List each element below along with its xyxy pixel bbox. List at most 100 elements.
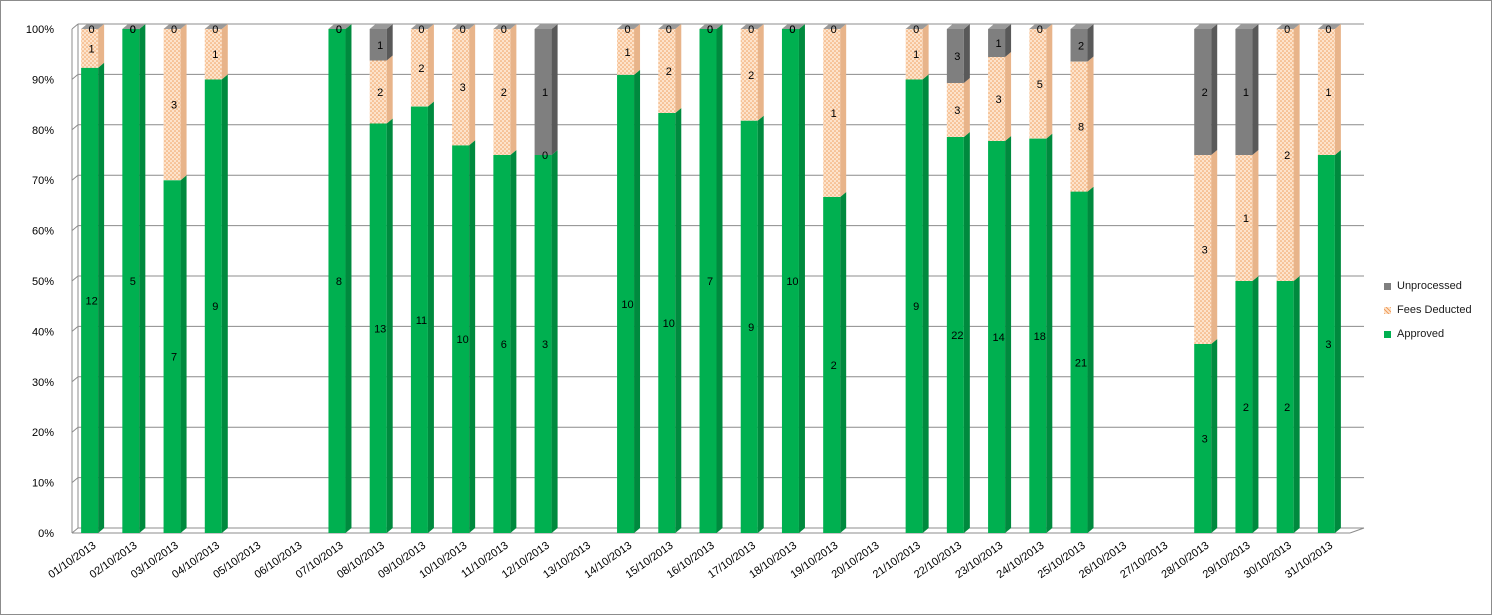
bar-side-fees-deducted <box>1005 52 1012 141</box>
bar-top <box>617 24 641 29</box>
bar-approved <box>988 141 1006 533</box>
gridline-side <box>71 124 79 131</box>
bar-fees-deducted <box>905 29 923 80</box>
bar-side-approved <box>634 69 641 534</box>
bar-side-fees-deducted <box>634 24 641 75</box>
bar-top <box>534 24 558 29</box>
bar-top <box>452 24 476 29</box>
bar-top <box>81 24 105 29</box>
bar-fees-deducted <box>1235 155 1253 281</box>
data-label: 1 <box>377 40 383 52</box>
data-label: 1 <box>1243 87 1249 99</box>
bar-top <box>1194 24 1218 29</box>
bar-side-unprocessed <box>1211 24 1218 155</box>
data-label: 2 <box>1078 40 1084 52</box>
floor-edge <box>1349 527 1365 534</box>
y-tick-label: 70% <box>32 175 54 187</box>
data-label: 5 <box>1037 79 1043 91</box>
bar-side-fees-deducted <box>963 78 970 137</box>
bar-top <box>1235 24 1259 29</box>
legend-swatch <box>1384 306 1391 314</box>
data-label: 9 <box>913 301 919 313</box>
data-label: 3 <box>954 105 960 117</box>
data-label: 1 <box>212 49 218 61</box>
bar-side-approved <box>98 62 105 534</box>
data-label: 1 <box>831 108 837 120</box>
data-label: 11 <box>416 315 427 327</box>
gridline-side <box>71 275 79 282</box>
gridline-side <box>71 477 79 483</box>
legend-item: Unprocessed <box>1384 274 1490 298</box>
data-label: 1 <box>542 87 548 99</box>
bar-fees-deducted <box>452 29 470 146</box>
legend: Unprocessed Fees Deducted Approved <box>1384 274 1490 346</box>
legend-item: Approved <box>1384 322 1490 346</box>
bar-top <box>328 24 352 29</box>
bar-unprocessed <box>988 29 1006 57</box>
data-label: 3 <box>542 339 548 351</box>
bar-side-approved <box>551 150 558 533</box>
data-label: 9 <box>748 322 754 334</box>
data-label: 0 <box>789 24 795 36</box>
bar-side-approved <box>469 140 476 534</box>
bar-top <box>1317 24 1341 29</box>
bar-fees-deducted <box>988 57 1006 141</box>
bar-approved <box>452 145 470 534</box>
data-label: 10 <box>621 299 633 311</box>
data-label: 14 <box>992 332 1004 344</box>
y-tick-label: 20% <box>32 427 54 439</box>
y-tick-label: 30% <box>32 377 54 389</box>
bar-fees-deducted <box>1317 29 1335 155</box>
data-label: 2 <box>1202 87 1208 99</box>
bar-top <box>988 24 1012 29</box>
data-label: 2 <box>418 63 424 75</box>
bar-approved <box>823 197 841 533</box>
bar-fees-deducted <box>617 29 635 75</box>
bar-side-fees-deducted <box>840 24 847 197</box>
bar-side-fees-deducted <box>1087 56 1094 192</box>
bar-top <box>122 24 146 29</box>
bar-approved <box>740 120 758 534</box>
gridline-side <box>71 74 79 80</box>
data-label: 0 <box>336 24 342 36</box>
bar-side-fees-deducted <box>98 24 105 68</box>
data-label: 3 <box>1325 339 1331 351</box>
data-label: 3 <box>954 51 960 63</box>
data-label: 0 <box>748 24 754 36</box>
bar-side-approved <box>757 115 764 534</box>
data-label: 13 <box>374 323 386 335</box>
bar-top <box>905 24 929 29</box>
bar-unprocessed <box>369 29 387 61</box>
bar-fees-deducted <box>1070 61 1088 192</box>
data-label: 0 <box>624 24 630 36</box>
data-label: 0 <box>336 24 342 36</box>
bar-side-fees-deducted <box>675 24 682 113</box>
bar-approved <box>699 29 717 533</box>
data-label: 0 <box>789 24 795 36</box>
data-label: 0 <box>707 24 713 36</box>
bar-top <box>204 24 228 29</box>
bar-top <box>823 24 847 29</box>
bar-top <box>163 24 187 29</box>
bar-top <box>699 24 723 29</box>
data-label: 2 <box>831 360 837 372</box>
bar-approved <box>658 113 676 533</box>
bar-fees-deducted <box>204 29 222 80</box>
data-label: 1 <box>913 49 919 61</box>
bar-side-fees-deducted <box>510 24 517 155</box>
bar-fees-deducted <box>823 29 841 197</box>
bar-top <box>493 24 517 29</box>
data-label: 9 <box>212 301 218 313</box>
data-label: 10 <box>457 334 469 346</box>
bar-side-fees-deducted <box>180 24 187 181</box>
bar-approved <box>163 180 181 533</box>
data-label: 0 <box>542 150 548 162</box>
data-label: 5 <box>130 276 136 288</box>
data-label: 0 <box>130 24 136 36</box>
data-label: 2 <box>748 70 754 82</box>
bar-top <box>410 24 434 29</box>
data-label: 1 <box>1243 213 1249 225</box>
bar-approved <box>905 79 923 534</box>
bar-approved <box>493 155 511 533</box>
